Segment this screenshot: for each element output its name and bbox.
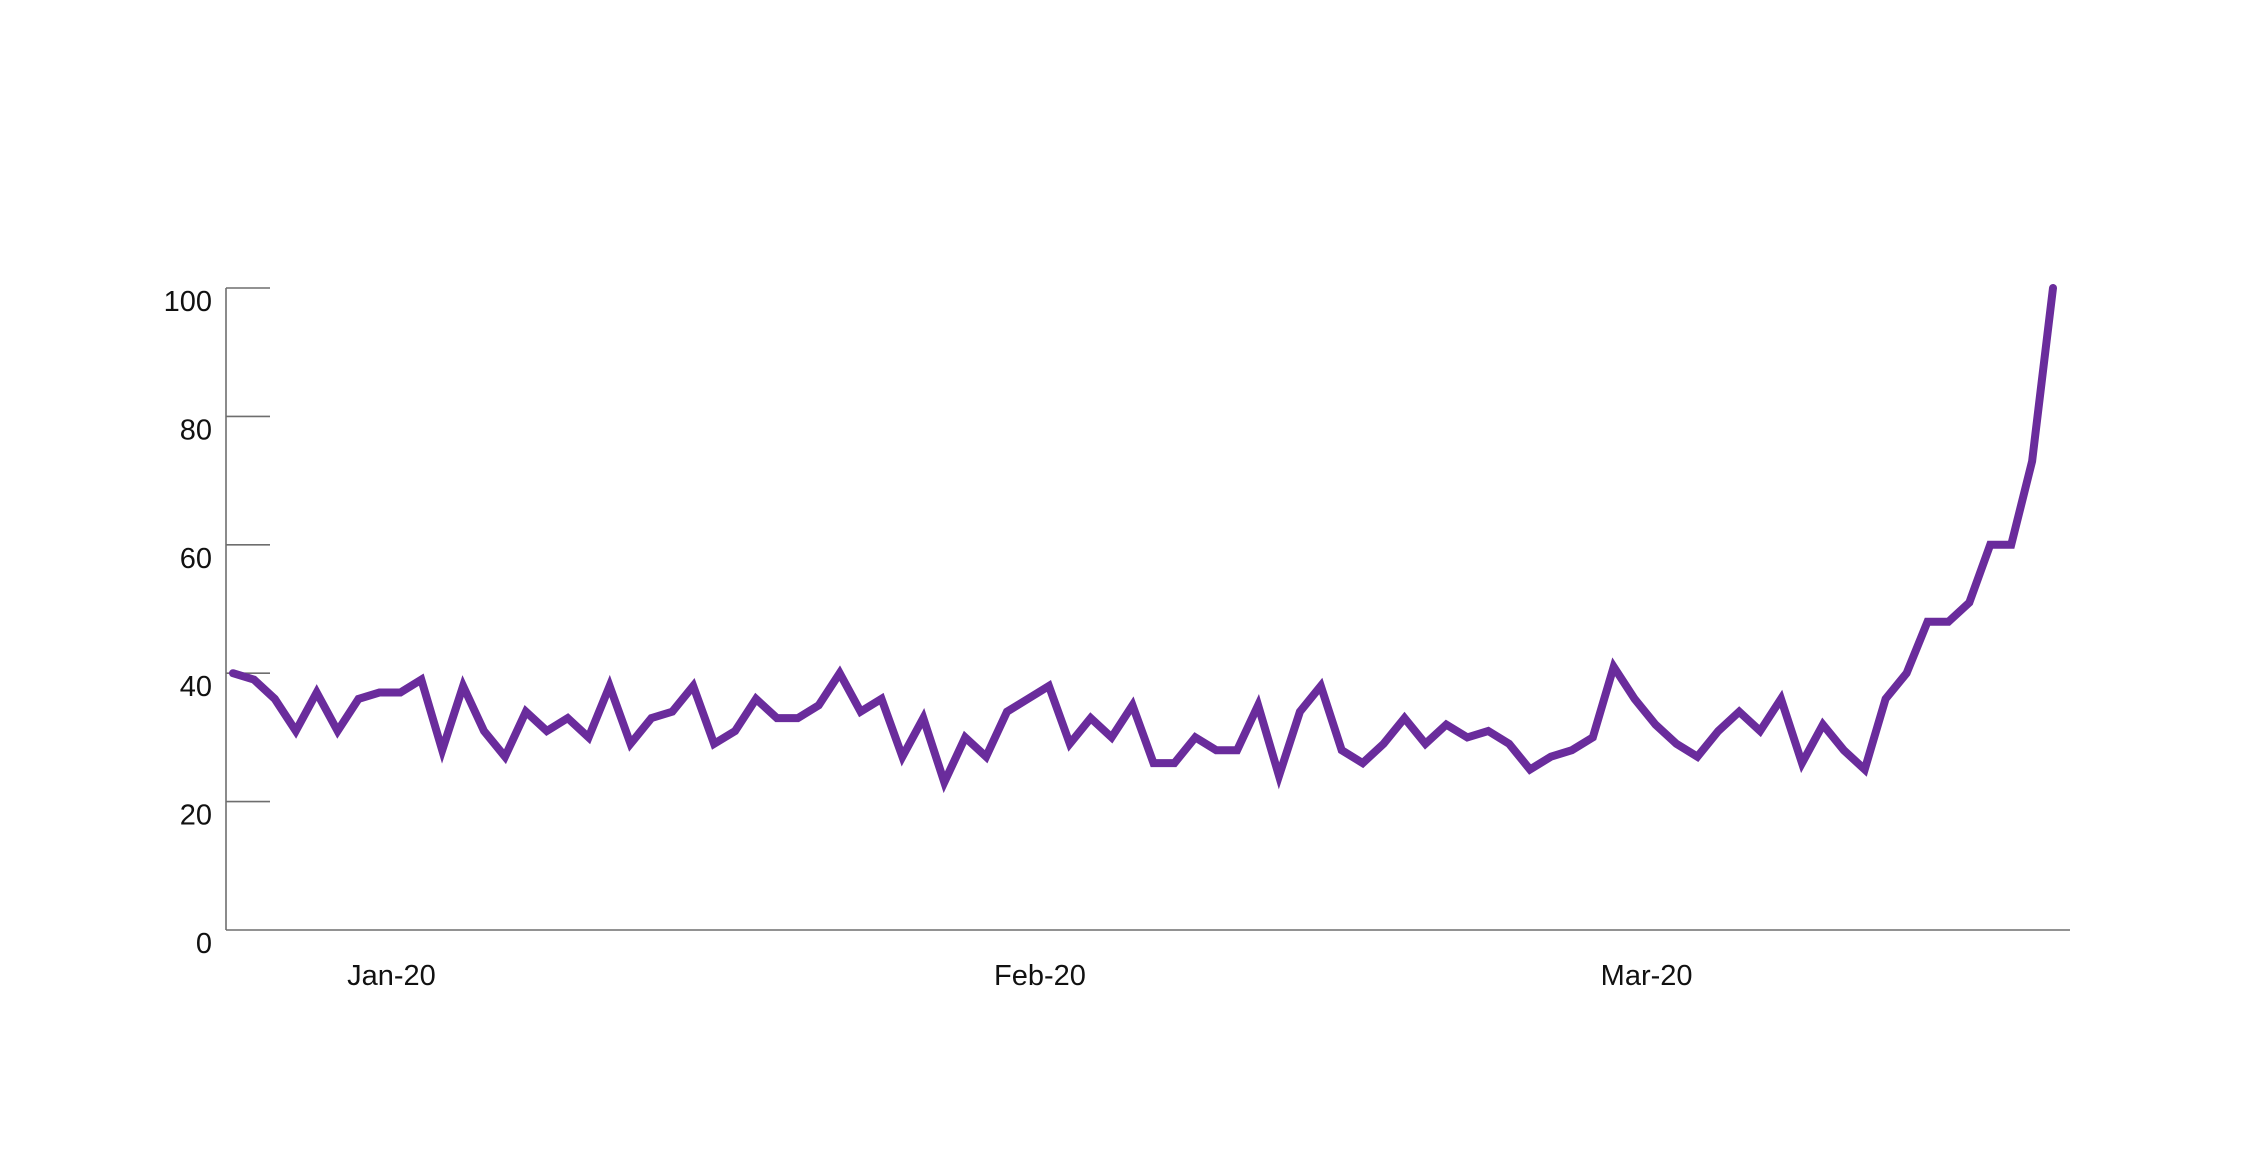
y-tick-label: 20 — [180, 800, 212, 832]
series-line — [229, 284, 2057, 794]
y-tick-label: 80 — [180, 414, 212, 446]
x-axis: Jan-20 Feb-20 Mar-20 — [226, 929, 2070, 992]
x-tick-label: Mar-20 — [1601, 960, 1693, 992]
y-tick-label: 0 — [196, 928, 212, 960]
y-tick-label: 60 — [180, 543, 212, 575]
x-tick-label: Jan-20 — [347, 960, 436, 992]
y-axis: 0 20 40 60 80 100 — [164, 286, 270, 960]
y-tick-label: 40 — [180, 671, 212, 703]
y-tick-label: 100 — [164, 286, 212, 318]
series-layer — [229, 284, 2057, 794]
x-tick-label: Feb-20 — [994, 960, 1086, 992]
